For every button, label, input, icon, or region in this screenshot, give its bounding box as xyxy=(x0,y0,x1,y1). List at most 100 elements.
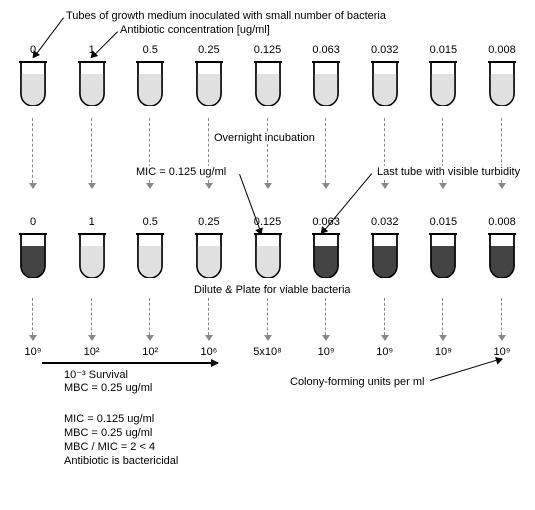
note-cfu-label: Colony-forming units per ml xyxy=(290,376,425,388)
concentration-label: 0.25 xyxy=(198,44,219,58)
down-arrow-icon xyxy=(149,298,151,340)
result-line: Antibiotic is bactericidal xyxy=(64,454,178,468)
concentration-label: 0.032 xyxy=(371,216,399,230)
tube-col: 0.25 xyxy=(186,216,232,278)
concentration-label: 0.063 xyxy=(312,216,340,230)
tube-col: 0.015 xyxy=(420,44,466,106)
tube-icon xyxy=(488,232,516,278)
arrow-row xyxy=(10,298,525,340)
concentration-label: 0.5 xyxy=(143,44,158,58)
tube-col: 0.032 xyxy=(362,44,408,106)
note-antibiotic-conc: Antibiotic concentration [ug/ml] xyxy=(120,24,270,36)
tube-col: 0.015 xyxy=(420,216,466,278)
tube-icon xyxy=(19,232,47,278)
arrow-col xyxy=(303,118,349,188)
concentration-label: 0.015 xyxy=(430,216,458,230)
note-mic: MIC = 0.125 ug/ml xyxy=(134,166,228,178)
concentration-label: 0 xyxy=(30,44,36,58)
down-arrow-icon xyxy=(442,298,444,340)
concentration-label: 0.25 xyxy=(198,216,219,230)
note-mbc: MBC = 0.25 ug/ml xyxy=(64,382,152,394)
arrow-col xyxy=(303,298,349,340)
cfu-value: 10⁹ xyxy=(303,346,349,358)
arrow-col xyxy=(69,298,115,340)
results-block: MIC = 0.125 ug/mlMBC = 0.25 ug/mlMBC / M… xyxy=(64,412,178,468)
arrow-col xyxy=(10,298,56,340)
result-line: MBC = 0.25 ug/ml xyxy=(64,426,178,440)
down-arrow-icon xyxy=(208,298,210,340)
tube-col: 0.25 xyxy=(186,44,232,106)
cfu-value: 10⁹ xyxy=(10,346,56,358)
arrow-col xyxy=(127,298,173,340)
tube-icon xyxy=(78,60,106,106)
tube-col: 0.032 xyxy=(362,216,408,278)
tube-row: 0 1 0.5 0.25 0.125 0.063 0.032 0.015 xyxy=(10,44,525,106)
tube-col: 0 xyxy=(10,216,56,278)
down-arrow-icon xyxy=(91,118,93,188)
cfu-value: 10⁶ xyxy=(186,346,232,358)
down-arrow-icon xyxy=(325,118,327,188)
concentration-label: 1 xyxy=(89,216,95,230)
tube-icon xyxy=(429,60,457,106)
tube-col: 1 xyxy=(69,44,115,106)
cfu-row: 10⁹10²10²10⁶5x10⁸10⁹10⁹10⁹10⁹ xyxy=(10,346,525,358)
concentration-label: 0.125 xyxy=(254,216,282,230)
tube-col: 0.5 xyxy=(127,216,173,278)
tube-icon xyxy=(371,232,399,278)
tube-col: 0.125 xyxy=(245,216,291,278)
concentration-label: 0.008 xyxy=(488,216,516,230)
tube-icon xyxy=(488,60,516,106)
tube-col: 0.125 xyxy=(245,44,291,106)
tube-icon xyxy=(195,60,223,106)
cfu-value: 10² xyxy=(69,346,115,358)
tube-col: 0 xyxy=(10,44,56,106)
down-arrow-icon xyxy=(32,298,34,340)
survival-bracket-icon xyxy=(42,362,218,364)
concentration-label: 0.063 xyxy=(312,44,340,58)
concentration-label: 0.015 xyxy=(430,44,458,58)
cfu-value: 5x10⁸ xyxy=(245,346,291,358)
tube-col: 1 xyxy=(69,216,115,278)
tube-row: 0 1 0.5 0.25 0.125 0.063 0.032 0.015 xyxy=(10,216,525,278)
tube-icon xyxy=(136,60,164,106)
note-survival: 10⁻³ Survival xyxy=(64,368,128,381)
concentration-label: 0.032 xyxy=(371,44,399,58)
down-arrow-icon xyxy=(267,118,269,188)
cfu-value: 10² xyxy=(127,346,173,358)
tube-icon xyxy=(312,232,340,278)
arrow-col xyxy=(69,118,115,188)
tube-col: 0.063 xyxy=(303,216,349,278)
tube-icon xyxy=(19,60,47,106)
note-tubes-inoculated: Tubes of growth medium inoculated with s… xyxy=(66,10,386,22)
tube-col: 0.008 xyxy=(479,44,525,106)
concentration-label: 0.125 xyxy=(254,44,282,58)
tube-col: 0.5 xyxy=(127,44,173,106)
down-arrow-icon xyxy=(267,298,269,340)
down-arrow-icon xyxy=(501,298,503,340)
tube-icon xyxy=(136,232,164,278)
tube-icon xyxy=(254,60,282,106)
note-last-turbid: Last tube with visible turbidity xyxy=(375,166,522,178)
tube-icon xyxy=(78,232,106,278)
arrow-col xyxy=(245,298,291,340)
cfu-value: 10⁹ xyxy=(362,346,408,358)
tube-col: 0.063 xyxy=(303,44,349,106)
down-arrow-icon xyxy=(91,298,93,340)
note-dilute-plate: Dilute & Plate for viable bacteria xyxy=(190,284,355,296)
cfu-value: 10⁹ xyxy=(420,346,466,358)
concentration-label: 0.008 xyxy=(488,44,516,58)
arrow-col xyxy=(362,298,408,340)
tube-icon xyxy=(195,232,223,278)
down-arrow-icon xyxy=(325,298,327,340)
down-arrow-icon xyxy=(32,118,34,188)
arrow-col xyxy=(245,118,291,188)
concentration-label: 0.5 xyxy=(143,216,158,230)
tube-icon xyxy=(312,60,340,106)
result-line: MIC = 0.125 ug/ml xyxy=(64,412,178,426)
down-arrow-icon xyxy=(384,298,386,340)
tube-icon xyxy=(254,232,282,278)
tube-icon xyxy=(371,60,399,106)
arrow-col xyxy=(10,118,56,188)
note-overnight: Overnight incubation xyxy=(210,132,319,144)
concentration-label: 1 xyxy=(89,44,95,58)
